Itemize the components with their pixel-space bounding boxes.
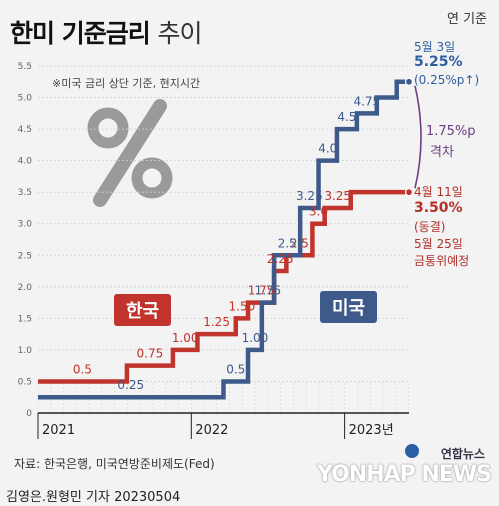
y-axis: 0 0.5 1.0 1.5 2.0 2.5 3.0 3.5 4.0 4.5 5.0 5.5 <box>18 62 33 419</box>
y-tick-label: 2.0 <box>18 283 33 293</box>
gap-value: 1.75%p <box>426 124 476 139</box>
data-label: 1.75 <box>248 284 275 298</box>
data-label: 1.75 <box>255 284 282 298</box>
data-label: 1.00 <box>172 331 199 345</box>
y-tick-label: 0.5 <box>18 377 32 387</box>
data-label: 2.5 <box>290 236 309 250</box>
us-date: 5월 3일 <box>414 40 456 54</box>
data-label: 0.25 <box>117 378 144 392</box>
y-tick-label: 4.0 <box>18 157 33 167</box>
y-tick-label: 1.0 <box>18 346 33 356</box>
unit-label: 연 기준 <box>446 12 487 27</box>
x-tick-label: 2023년 <box>349 423 394 438</box>
data-label: 3.25 <box>324 189 351 203</box>
y-tick-label: 0 <box>26 409 32 419</box>
data-label: 4.75 <box>353 94 380 108</box>
x-tick-label: 2022 <box>195 423 228 438</box>
y-tick-label: 5.5 <box>18 62 32 72</box>
y-tick-label: 2.5 <box>18 251 32 261</box>
watermark: YONHAP NEWS <box>316 462 492 487</box>
data-label: 1.50 <box>229 299 256 313</box>
next-meeting-label: 금통위예정 <box>414 254 470 268</box>
byline: 김영은.원형민 기자 20230504 <box>6 490 181 505</box>
data-label: 0.5 <box>226 362 245 376</box>
korea-tag: 한국 <box>114 294 172 326</box>
series-line-us <box>38 79 409 400</box>
data-labels: 0.5 0.75 1.00 1.25 1.501.75 2.25 2.5 3.0 3.25 0.2… <box>73 94 380 392</box>
page-title: 한미 기준금리 추이 <box>10 14 202 50</box>
data-label: 0.75 <box>137 347 164 361</box>
y-tick-label: 1.5 <box>18 314 32 324</box>
korea-rate: 3.50% <box>414 200 463 216</box>
chart-note: ※미국 금리 상단 기준, 현지시간 <box>52 77 201 90</box>
series-group <box>38 77 414 400</box>
y-tick-label: 4.5 <box>18 125 32 135</box>
us-change: (0.25%p↑) <box>414 73 480 87</box>
x-tick-label: 2021 <box>42 423 75 438</box>
data-label: 2.25 <box>267 252 294 266</box>
source-note: 자료: 한국은행, 미국연방준비제도(Fed) <box>14 457 215 471</box>
yonhap-logo-text: 연합뉴스 <box>440 447 485 461</box>
gap-label: 격차 <box>430 145 454 160</box>
title-main: 한미 기준금리 <box>10 19 151 48</box>
next-meeting-date: 5월 25일 <box>414 237 463 251</box>
end-point <box>404 188 414 197</box>
x-axis: 2021 2022 2023년 <box>37 412 409 439</box>
data-label: 0.5 <box>73 362 92 376</box>
data-label: 1.25 <box>203 315 230 329</box>
us-rate: 5.25% <box>414 54 463 70</box>
korea-status: (동결) <box>414 220 446 234</box>
y-tick-label: 3.0 <box>18 220 33 230</box>
data-label: 1.00 <box>242 331 269 345</box>
data-label: 4.5 <box>337 110 356 124</box>
yonhap-logo-icon <box>405 444 419 458</box>
korea-date: 4월 11일 <box>414 185 463 199</box>
end-point <box>404 77 414 86</box>
percent-graphic <box>87 99 173 207</box>
data-label: 3.25 <box>296 189 323 203</box>
y-tick-label: 5.0 <box>18 94 33 104</box>
gap-bracket <box>414 85 422 189</box>
y-tick-label: 3.5 <box>18 188 32 198</box>
data-label: 2.5 <box>278 236 297 250</box>
us-tag: 미국 <box>320 291 378 323</box>
gap-bracket-line <box>414 85 422 189</box>
data-label: 3.0 <box>309 205 328 219</box>
data-label: 4.0 <box>318 142 337 156</box>
title-sub: 추이 <box>157 19 202 48</box>
